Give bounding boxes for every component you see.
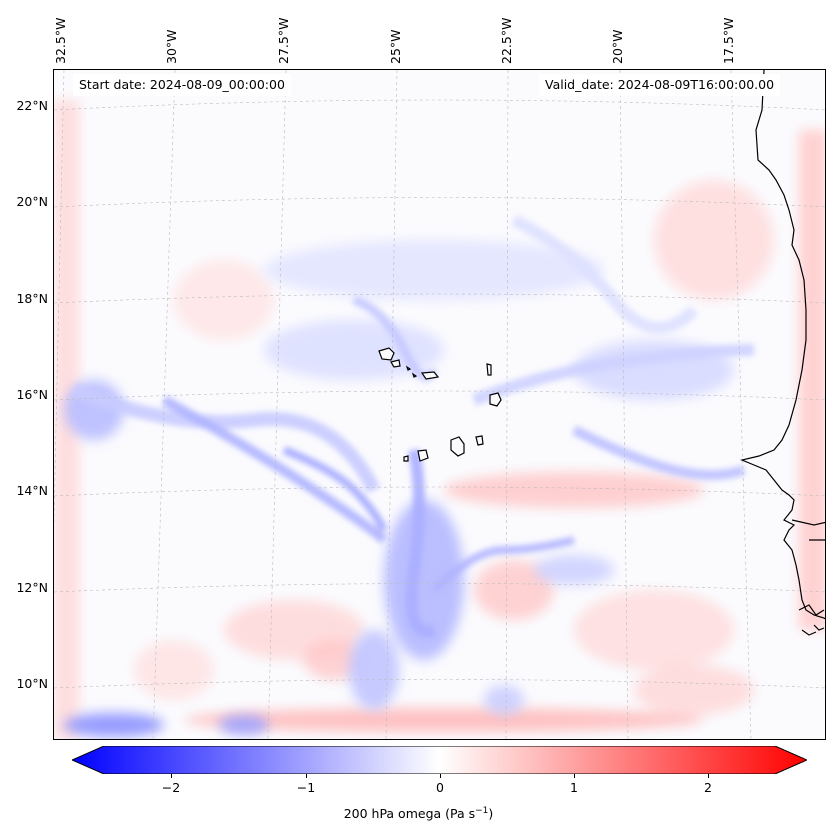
lat-label-20n: 20°N xyxy=(16,194,48,209)
colorbar-tick-1 xyxy=(574,774,575,778)
cabo-verde-islands xyxy=(378,347,502,462)
colorbar-label-2: 2 xyxy=(704,780,712,795)
colorbar-label-minus1: −1 xyxy=(296,780,316,795)
colorbar-graphic xyxy=(70,745,809,775)
map-panel xyxy=(53,69,826,740)
start-date-label: Start date: 2024-08-09_00:00:00 xyxy=(73,74,291,96)
lon-label-20w: 20°W xyxy=(610,29,625,64)
colorbar-title: 200 hPa omega (Pa s−1) xyxy=(0,806,837,821)
lon-label-25w: 25°W xyxy=(388,29,403,64)
omega-field-map xyxy=(54,70,825,739)
colorbar-title-close: ) xyxy=(488,806,494,822)
colorbar-title-exponent: −1 xyxy=(475,806,489,816)
lat-label-10n: 10°N xyxy=(16,676,48,691)
lat-label-16n: 16°N xyxy=(16,387,48,402)
colorbar-title-text: 200 hPa omega (Pa s xyxy=(343,806,476,822)
colorbar-label-minus2: −2 xyxy=(161,780,181,795)
graticule xyxy=(54,70,825,739)
valid-date-label: Valid_date: 2024-08-09T16:00:00.00 xyxy=(539,74,781,96)
lat-label-22n: 22°N xyxy=(16,98,48,113)
lat-label-14n: 14°N xyxy=(16,483,48,498)
lon-label-27-5w: 27.5°W xyxy=(276,17,291,64)
lon-label-22-5w: 22.5°W xyxy=(499,17,514,64)
colorbar-tick-0 xyxy=(440,774,441,778)
negative-omega-bands xyxy=(71,214,755,638)
coastline xyxy=(740,70,825,636)
colorbar-tick-minus1 xyxy=(306,774,307,778)
positive-omega-areas xyxy=(54,100,825,739)
lat-label-12n: 12°N xyxy=(16,580,48,595)
colorbar-tick-minus2 xyxy=(171,774,172,778)
lat-label-18n: 18°N xyxy=(16,291,48,306)
colorbar-label-0: 0 xyxy=(436,780,444,795)
colorbar-label-1: 1 xyxy=(570,780,578,795)
lon-label-32-5w: 32.5°W xyxy=(53,17,68,64)
colorbar xyxy=(70,745,809,775)
colorbar-tick-2 xyxy=(708,774,709,778)
lon-label-30w: 30°W xyxy=(164,29,179,64)
lon-label-17-5w: 17.5°W xyxy=(721,17,736,64)
